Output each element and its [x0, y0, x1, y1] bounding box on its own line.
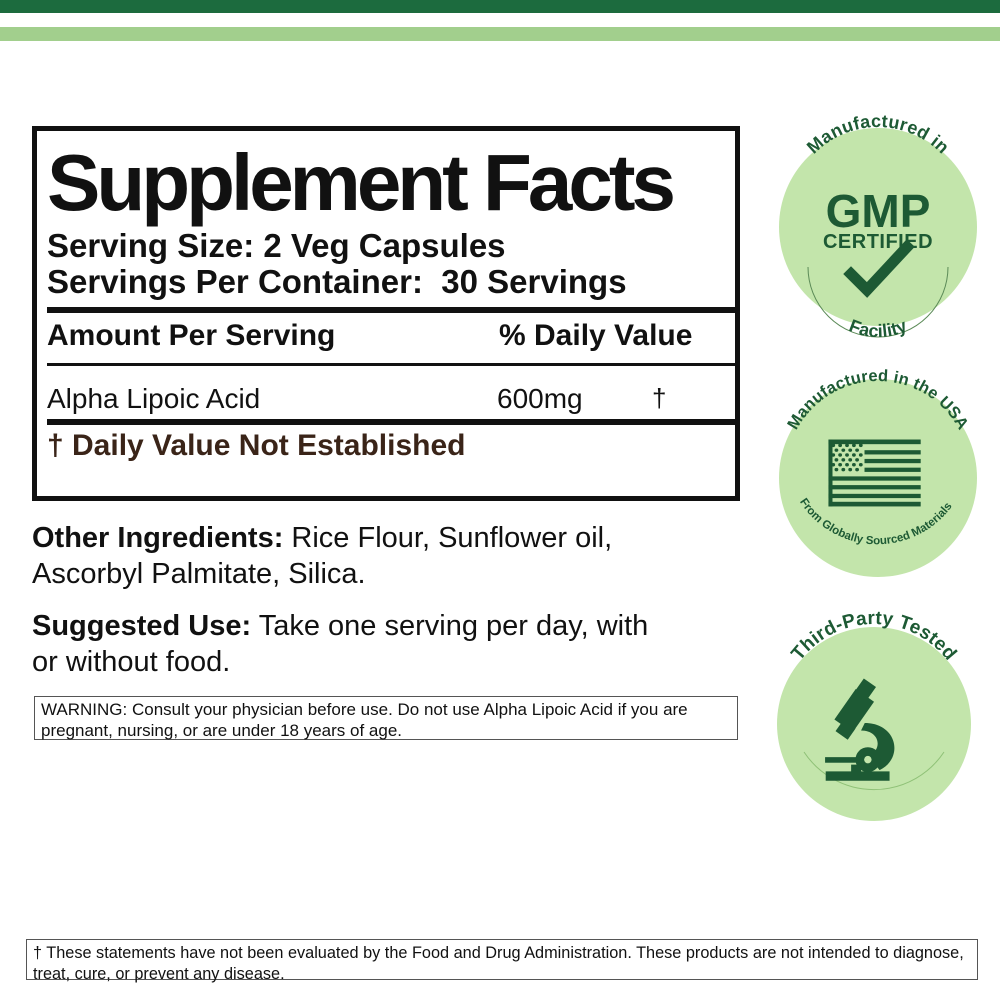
svg-text:GMP: GMP	[826, 185, 931, 237]
svg-text:CERTIFIED: CERTIFIED	[823, 231, 933, 253]
